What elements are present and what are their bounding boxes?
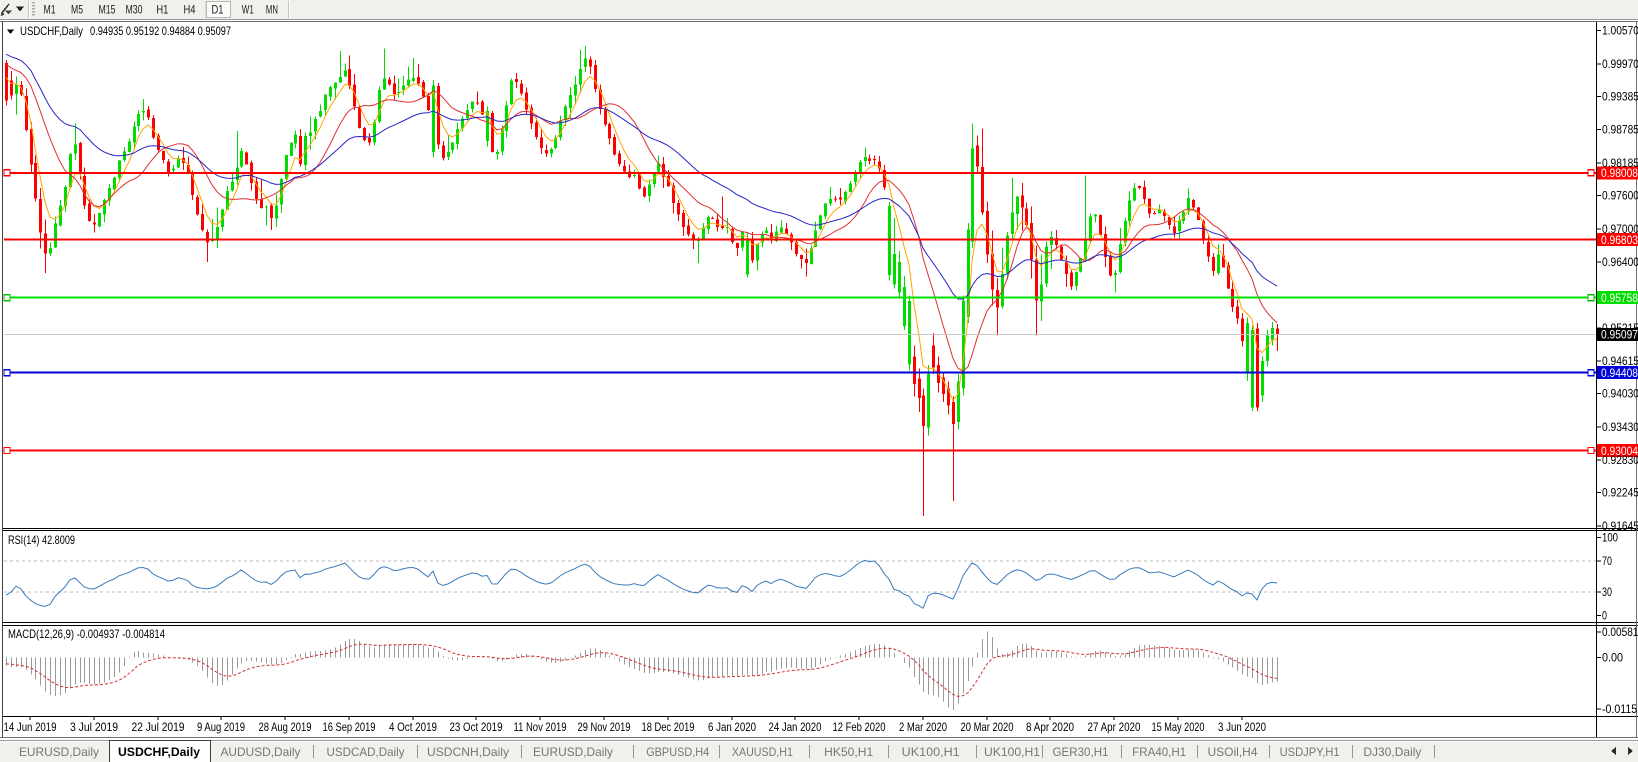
svg-text:HK50,H1: HK50,H1 xyxy=(824,745,873,759)
svg-text:0: 0 xyxy=(1602,609,1607,623)
svg-text:0.00: 0.00 xyxy=(1602,651,1623,665)
svg-text:USDJPY,H1: USDJPY,H1 xyxy=(1280,745,1340,759)
svg-text:0.95215: 0.95215 xyxy=(1602,321,1638,335)
svg-text:0.98785: 0.98785 xyxy=(1602,123,1638,137)
svg-text:0.97600: 0.97600 xyxy=(1602,189,1638,203)
svg-text:0.94030: 0.94030 xyxy=(1602,387,1638,401)
svg-text:UK100,H1: UK100,H1 xyxy=(984,745,1040,759)
svg-text:XAUUSD,H1: XAUUSD,H1 xyxy=(732,745,793,759)
svg-text:USDCNH,Daily: USDCNH,Daily xyxy=(427,745,509,759)
svg-text:0.93430: 0.93430 xyxy=(1602,420,1638,434)
svg-text:UK100,H1: UK100,H1 xyxy=(902,745,960,759)
svg-text:W1: W1 xyxy=(242,3,254,17)
svg-text:GER30,H1: GER30,H1 xyxy=(1053,745,1109,759)
svg-text:12 Feb 2020: 12 Feb 2020 xyxy=(833,720,886,734)
svg-text:0.96803: 0.96803 xyxy=(1601,233,1638,247)
svg-text:0.99385: 0.99385 xyxy=(1602,89,1638,103)
svg-text:0.93004: 0.93004 xyxy=(1601,444,1638,458)
svg-text:D1: D1 xyxy=(212,3,224,17)
svg-text:6 Jan 2020: 6 Jan 2020 xyxy=(708,720,756,734)
svg-text:4 Oct 2019: 4 Oct 2019 xyxy=(389,720,437,734)
svg-text:8 Apr 2020: 8 Apr 2020 xyxy=(1026,720,1074,734)
svg-text:0.92830: 0.92830 xyxy=(1602,453,1638,467)
svg-text:0.95758: 0.95758 xyxy=(1601,291,1638,305)
svg-text:DJ30,Daily: DJ30,Daily xyxy=(1363,745,1421,759)
svg-text:MN: MN xyxy=(266,3,278,17)
svg-text:USDCHF,Daily: USDCHF,Daily xyxy=(118,745,200,759)
svg-text:M30: M30 xyxy=(126,3,143,17)
svg-text:0.98008: 0.98008 xyxy=(1601,166,1638,180)
svg-text:100: 100 xyxy=(1602,531,1618,545)
svg-text:M5: M5 xyxy=(71,3,83,17)
svg-text:24 Jan 2020: 24 Jan 2020 xyxy=(769,720,822,734)
svg-text:M1: M1 xyxy=(44,3,56,17)
svg-text:H1: H1 xyxy=(156,3,168,17)
svg-text:15 May 2020: 15 May 2020 xyxy=(1152,720,1205,734)
svg-text:EURUSD,Daily: EURUSD,Daily xyxy=(533,745,613,759)
svg-text:11 Nov 2019: 11 Nov 2019 xyxy=(514,720,567,734)
svg-text:0.99970: 0.99970 xyxy=(1602,57,1638,71)
svg-text:GBPUSD,H4: GBPUSD,H4 xyxy=(646,745,709,759)
svg-text:MACD(12,26,9) -0.004937 -0.004: MACD(12,26,9) -0.004937 -0.004814 xyxy=(8,627,165,641)
svg-text:AUDUSD,Daily: AUDUSD,Daily xyxy=(221,745,301,759)
svg-text:0.94615: 0.94615 xyxy=(1602,354,1638,368)
svg-text:0.94408: 0.94408 xyxy=(1601,366,1638,380)
svg-text:USOil,H4: USOil,H4 xyxy=(1208,745,1258,759)
svg-text:RSI(14) 42.8009: RSI(14) 42.8009 xyxy=(8,533,75,547)
svg-text:70: 70 xyxy=(1602,554,1612,568)
svg-text:14 Jun 2019: 14 Jun 2019 xyxy=(4,720,57,734)
svg-text:9 Aug 2019: 9 Aug 2019 xyxy=(197,720,245,734)
svg-text:USDCAD,Daily: USDCAD,Daily xyxy=(327,745,405,759)
svg-text:0.91645: 0.91645 xyxy=(1602,519,1638,533)
svg-text:27 Apr 2020: 27 Apr 2020 xyxy=(1088,720,1141,734)
svg-text:3 Jun 2020: 3 Jun 2020 xyxy=(1218,720,1266,734)
svg-text:EURUSD,Daily: EURUSD,Daily xyxy=(19,745,99,759)
svg-text:29 Nov 2019: 29 Nov 2019 xyxy=(578,720,631,734)
svg-text:FRA40,H1: FRA40,H1 xyxy=(1132,745,1186,759)
svg-text:0.92245: 0.92245 xyxy=(1602,486,1638,500)
svg-text:0.94935 0.95192 0.94884 0.9509: 0.94935 0.95192 0.94884 0.95097 xyxy=(90,24,231,38)
svg-text:-0.011514: -0.011514 xyxy=(1602,702,1638,716)
svg-text:30: 30 xyxy=(1602,585,1612,599)
svg-text:23 Oct 2019: 23 Oct 2019 xyxy=(450,720,503,734)
svg-text:28 Aug 2019: 28 Aug 2019 xyxy=(259,720,312,734)
svg-text:20 Mar 2020: 20 Mar 2020 xyxy=(961,720,1014,734)
svg-text:1.00570: 1.00570 xyxy=(1602,24,1638,38)
svg-text:H4: H4 xyxy=(184,3,196,17)
svg-text:0.98185: 0.98185 xyxy=(1602,156,1638,170)
svg-text:USDCHF,Daily: USDCHF,Daily xyxy=(20,24,83,38)
svg-text:0.96400: 0.96400 xyxy=(1602,255,1638,269)
svg-text:0.97000: 0.97000 xyxy=(1602,222,1638,236)
svg-text:18 Dec 2019: 18 Dec 2019 xyxy=(642,720,695,734)
svg-text:3 Jul 2019: 3 Jul 2019 xyxy=(70,720,118,734)
svg-text:2 Mar 2020: 2 Mar 2020 xyxy=(899,720,947,734)
svg-text:0.95097: 0.95097 xyxy=(1601,328,1638,342)
svg-text:M15: M15 xyxy=(99,3,116,17)
svg-text:0.005818: 0.005818 xyxy=(1602,625,1638,639)
svg-text:16 Sep 2019: 16 Sep 2019 xyxy=(323,720,376,734)
svg-text:22 Jul 2019: 22 Jul 2019 xyxy=(132,720,185,734)
